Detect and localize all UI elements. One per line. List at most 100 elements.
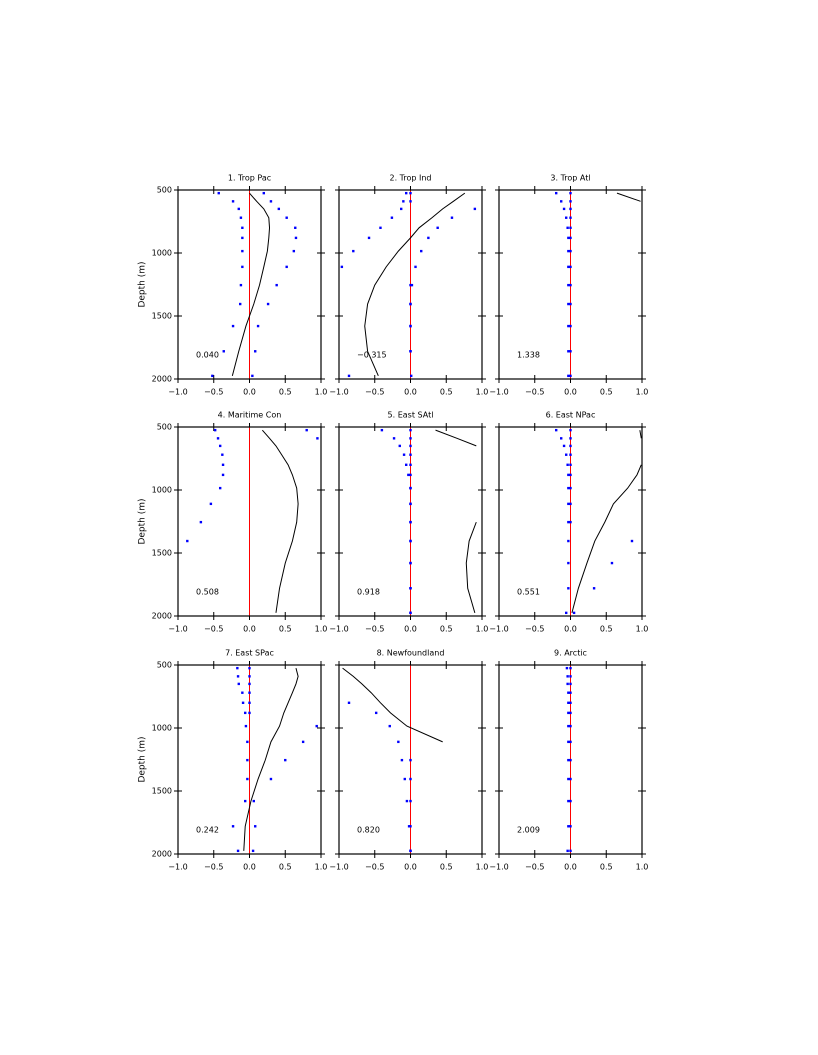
dot (566, 675, 569, 678)
dot (567, 711, 570, 715)
dot (473, 207, 477, 211)
dot (284, 758, 287, 762)
profile-line (639, 430, 642, 439)
dot (567, 825, 570, 828)
dot (256, 324, 260, 328)
panel: 8. Newfoundland −1.0 −0.5 0.0 0.5 1.0 0.820 (329, 649, 488, 872)
dot (239, 302, 242, 306)
y-tick-label: 2000 (152, 850, 172, 859)
dot (569, 200, 572, 203)
dot (236, 675, 240, 678)
dot (450, 216, 454, 219)
dot (567, 486, 570, 490)
x-tick-label: 1.0 (315, 863, 328, 872)
dot (409, 611, 412, 615)
dot (560, 437, 563, 440)
dot (239, 216, 243, 219)
dot (569, 777, 572, 781)
x-tick-label: 0.5 (279, 625, 292, 634)
dot (610, 561, 614, 565)
x-tick-label: 1.0 (476, 625, 489, 634)
y-axis-label: Depth (m) (138, 736, 148, 782)
plot-area (186, 427, 319, 616)
dot (567, 587, 570, 590)
dot (231, 200, 235, 203)
plot-frame (338, 189, 483, 380)
x-tick-label: 1.0 (636, 388, 649, 397)
y-tick-label: 500 (157, 186, 172, 195)
dot (409, 453, 412, 456)
dot (630, 539, 634, 543)
x-tick-label: 1.0 (636, 863, 649, 872)
dot (409, 486, 412, 490)
x-tick-label: 0.0 (564, 388, 577, 397)
annotation: 0.040 (196, 351, 219, 360)
annotation: 0.242 (196, 826, 219, 835)
profile-line (364, 192, 466, 377)
panel-title: 5. East SAtl (388, 411, 434, 420)
x-tick-label: −1.0 (489, 863, 508, 872)
dot (569, 265, 572, 269)
x-tick-label: −0.5 (525, 388, 544, 397)
dot (569, 226, 572, 229)
dot (347, 701, 351, 704)
panel-title: 1. Trop Pac (228, 174, 271, 183)
dot (236, 666, 239, 670)
dot (241, 236, 244, 240)
dot (277, 207, 281, 211)
dot (414, 265, 417, 269)
dot (567, 249, 570, 253)
y-axis-label: Depth (m) (138, 498, 148, 544)
dot (236, 849, 240, 853)
x-tick-label: −0.5 (204, 625, 223, 634)
dot (567, 324, 570, 328)
dot (254, 350, 257, 353)
dot (390, 216, 394, 219)
profile-line (465, 521, 477, 613)
dot (569, 283, 572, 287)
dot (567, 302, 570, 306)
dot (292, 249, 296, 253)
dot (567, 561, 570, 565)
annotation: −0.315 (357, 351, 387, 360)
panel: 3. Trop Atl −1.0 −0.5 0.0 0.5 1.0 1.338 (489, 174, 648, 397)
dot (248, 675, 251, 678)
plot-area (555, 427, 642, 616)
panel: 5. East SAtl −1.0 −0.5 0.0 0.5 1.0 0.918 (329, 411, 488, 634)
dot (569, 463, 572, 466)
plot-area (342, 665, 443, 854)
plot-frame (177, 426, 322, 617)
dot (285, 216, 288, 219)
dot (397, 740, 400, 744)
dot (340, 265, 344, 269)
plot-frame (498, 664, 643, 855)
dot (409, 473, 412, 477)
x-tick-label: 1.0 (476, 388, 489, 397)
annotation: 0.820 (357, 826, 380, 835)
x-tick-label: 0.0 (404, 625, 417, 634)
x-tick-label: 0.5 (600, 863, 613, 872)
dot (221, 473, 225, 477)
dot (409, 849, 412, 853)
dot (567, 265, 570, 269)
dot (199, 520, 203, 524)
dot (569, 520, 572, 524)
dot (409, 825, 412, 828)
profile-line (616, 192, 641, 202)
dot (567, 701, 570, 704)
y-tick-label: 1500 (152, 549, 172, 558)
dot (246, 777, 249, 781)
dot (275, 283, 278, 287)
dot (569, 666, 572, 670)
dot (254, 825, 257, 828)
dot (216, 437, 220, 440)
annotation: 2.009 (517, 826, 540, 835)
plot-area (211, 190, 298, 379)
plot-frame (338, 426, 483, 617)
dot (251, 849, 255, 853)
y-tick-label: 2000 (152, 612, 172, 621)
dot (392, 437, 396, 440)
dot (398, 444, 401, 448)
profile-line (571, 464, 642, 613)
